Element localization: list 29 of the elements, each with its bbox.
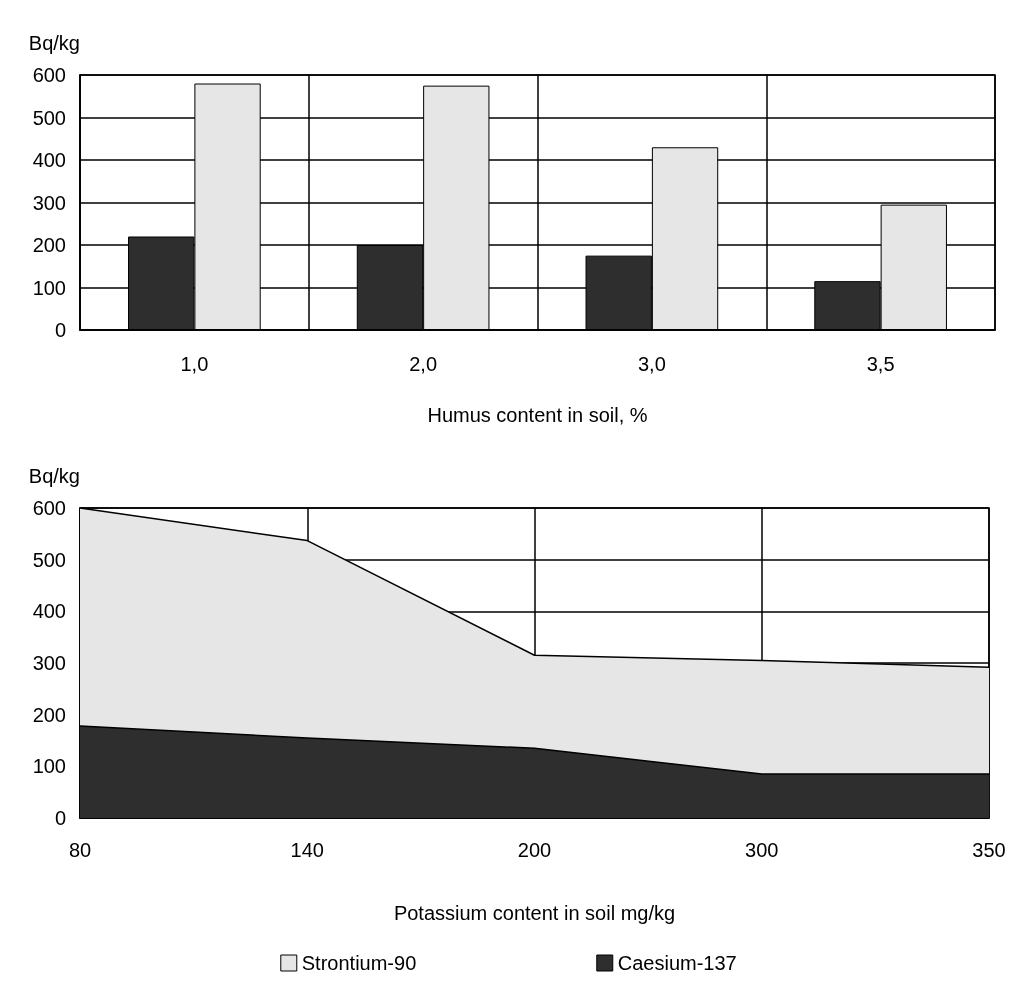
y-axis-title: Bq/kg	[28, 465, 80, 487]
y-tick-label: 500	[32, 106, 66, 129]
x-tick-label: 80	[68, 839, 92, 861]
y-tick-label: 0	[54, 807, 66, 829]
x-tick-label: 140	[290, 839, 324, 861]
y-tick-label: 100	[32, 276, 66, 299]
y-tick-label: 300	[32, 652, 66, 674]
x-tick-label: 300	[745, 839, 779, 861]
y-tick-label: 0	[54, 319, 66, 341]
y-tick-label: 200	[32, 234, 66, 256]
legend-label: Strontium-90	[301, 952, 417, 974]
x-tick-label: 200	[517, 839, 552, 861]
y-tick-label: 600	[32, 497, 66, 519]
y-tick-label: 300	[32, 191, 66, 214]
y-tick-label: 500	[32, 548, 66, 571]
y-axis-title: Bq/kg	[28, 32, 80, 54]
x-tick-label: 1,0	[180, 353, 209, 375]
x-tick-label: 3,0	[637, 353, 666, 375]
y-tick-label: 100	[32, 755, 66, 778]
x-tick-label: 2,0	[409, 353, 438, 375]
y-tick-label: 200	[32, 703, 66, 726]
y-tick-label: 400	[32, 600, 66, 623]
y-tick-label: 400	[32, 149, 66, 171]
y-tick-label: 600	[32, 64, 66, 86]
x-axis-title: Humus content in soil, %	[427, 404, 648, 426]
x-tick-label: 3,5	[866, 353, 895, 375]
x-tick-label: 350	[972, 839, 1006, 861]
x-axis-title: Potassium content in soil mg/kg	[393, 902, 676, 924]
legend-label: Caesium-137	[617, 952, 737, 974]
